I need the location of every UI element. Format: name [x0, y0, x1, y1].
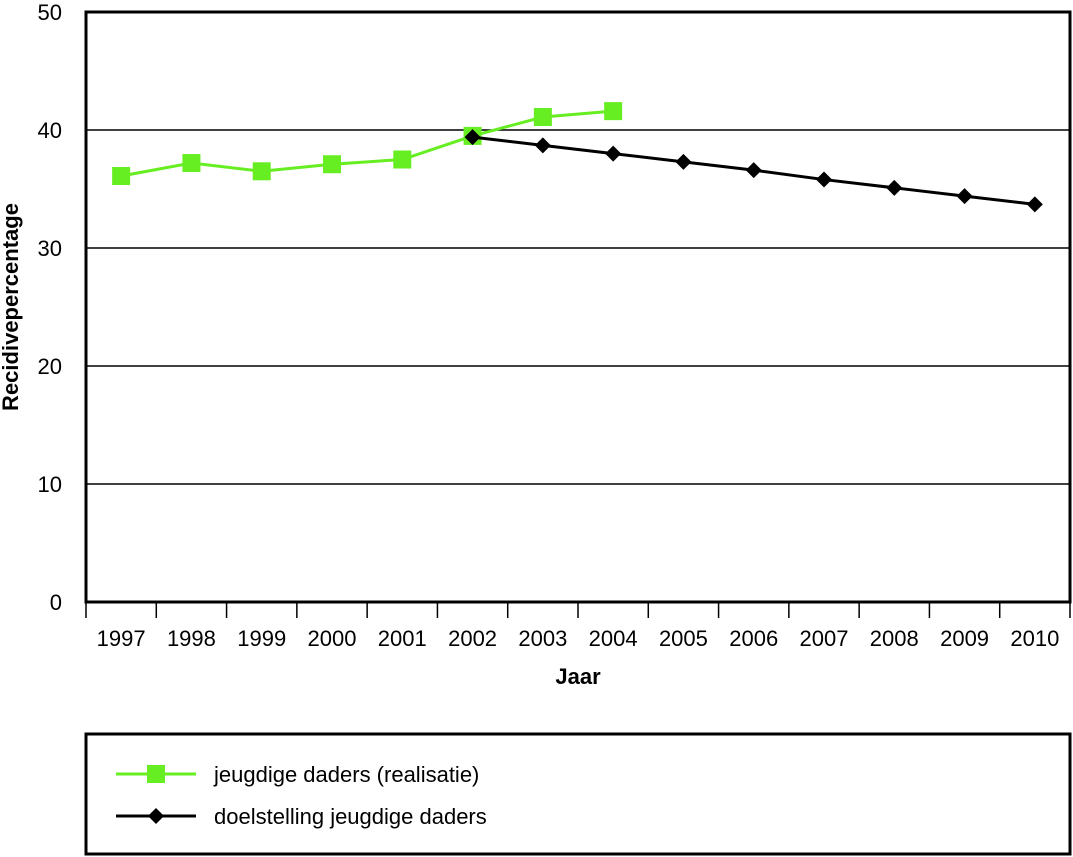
- y-tick-label: 20: [38, 354, 62, 379]
- series-layer: [112, 102, 1043, 213]
- legend-frame: [84, 732, 1072, 856]
- data-point: [605, 145, 622, 162]
- legend-items: jeugdige daders (realisatie) doelstelling…: [116, 762, 487, 829]
- x-tick-label: 2010: [1010, 626, 1059, 651]
- x-tick-label: 2001: [378, 626, 427, 651]
- legend-item: jeugdige daders (realisatie): [116, 762, 479, 787]
- legend-item: doelstelling jeugdige daders: [116, 804, 487, 829]
- series-line: [120, 109, 614, 178]
- legend-label: doelstelling jeugdige daders: [214, 804, 487, 829]
- x-tick-label: 1998: [167, 626, 216, 651]
- legend-marker: [147, 765, 165, 783]
- x-tick-label: 2007: [800, 626, 849, 651]
- data-point: [745, 162, 762, 179]
- y-tick-label: 30: [38, 236, 62, 261]
- x-tick-label: 1997: [97, 626, 146, 651]
- x-tick-label: 2006: [729, 626, 778, 651]
- data-point: [323, 155, 341, 174]
- y-tick-label: 40: [38, 118, 62, 143]
- legend-marker: [148, 808, 164, 824]
- plot-frame: [84, 10, 1072, 604]
- x-tick-label: 2009: [940, 626, 989, 651]
- x-axis-title: Jaar: [555, 664, 601, 689]
- data-point: [886, 179, 903, 196]
- legend: jeugdige daders (realisatie) doelstelling…: [84, 732, 1072, 856]
- data-point: [604, 102, 623, 121]
- x-tick-label: 2003: [518, 626, 567, 651]
- y-axis-tick-labels: 0 10 20 30 40 50: [38, 0, 62, 615]
- series-2: [464, 129, 1043, 213]
- data-point: [675, 153, 692, 170]
- x-tick-label: 2004: [589, 626, 638, 651]
- data-point: [252, 162, 271, 181]
- data-point: [182, 154, 201, 173]
- x-tick-label: 1999: [237, 626, 286, 651]
- legend-label: jeugdige daders (realisatie): [213, 762, 479, 787]
- data-point: [534, 137, 551, 154]
- y-tick-label: 0: [50, 590, 62, 615]
- data-point: [533, 108, 552, 127]
- y-axis-title: Recidivepercentage: [0, 203, 23, 411]
- data-point: [112, 167, 131, 186]
- data-point: [1026, 196, 1043, 213]
- x-axis-tick-labels: 1997 1998 1999 2000 2001 2002 2003 2004 2005 2006…: [97, 626, 1060, 651]
- data-point: [816, 171, 832, 188]
- x-tick-label: 2000: [308, 626, 357, 651]
- x-tick-label: 2005: [659, 626, 708, 651]
- y-tick-label: 50: [38, 0, 62, 25]
- series-1: [112, 102, 623, 186]
- data-point: [956, 188, 973, 205]
- data-point: [464, 129, 481, 146]
- gridlines: [86, 129, 1070, 485]
- x-tick-label: 2008: [870, 626, 919, 651]
- data-point: [393, 150, 412, 169]
- y-tick-label: 10: [38, 472, 62, 497]
- x-tick-label: 2002: [448, 626, 497, 651]
- x-axis-ticks: [85, 602, 1071, 618]
